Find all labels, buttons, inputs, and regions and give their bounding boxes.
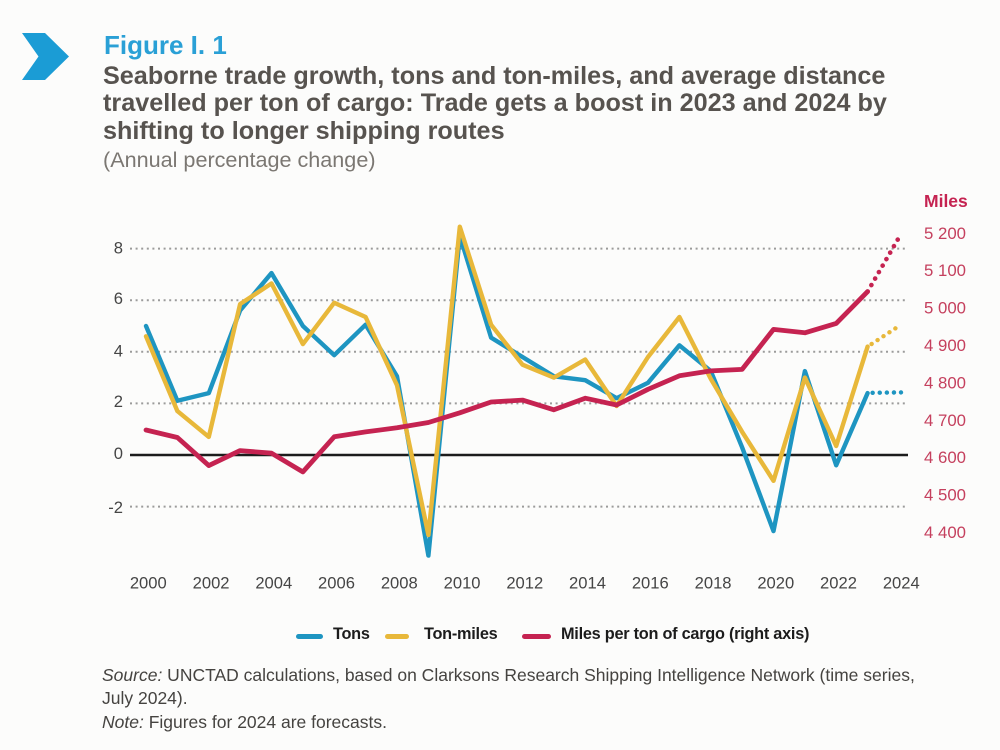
svg-text:4 800: 4 800 <box>924 373 966 392</box>
svg-text:2022: 2022 <box>820 574 857 593</box>
svg-text:2000: 2000 <box>130 574 167 593</box>
svg-text:2: 2 <box>114 392 123 411</box>
svg-text:4 400: 4 400 <box>924 523 966 542</box>
svg-text:4 700: 4 700 <box>924 411 966 430</box>
svg-text:2004: 2004 <box>255 574 292 593</box>
svg-text:4 600: 4 600 <box>924 448 966 467</box>
svg-text:2014: 2014 <box>569 574 606 593</box>
svg-text:6: 6 <box>114 289 123 308</box>
svg-text:2010: 2010 <box>444 574 481 593</box>
svg-text:2016: 2016 <box>632 574 669 593</box>
svg-text:2018: 2018 <box>695 574 732 593</box>
svg-text:2002: 2002 <box>193 574 230 593</box>
svg-text:2008: 2008 <box>381 574 418 593</box>
svg-text:Miles: Miles <box>924 191 968 211</box>
svg-text:4 500: 4 500 <box>924 486 966 505</box>
svg-text:2020: 2020 <box>757 574 794 593</box>
svg-text:4: 4 <box>114 341 123 360</box>
svg-text:5 100: 5 100 <box>924 261 966 280</box>
svg-text:0: 0 <box>114 444 123 463</box>
svg-text:2006: 2006 <box>318 574 355 593</box>
svg-text:8: 8 <box>114 239 123 258</box>
svg-text:2012: 2012 <box>506 574 543 593</box>
svg-text:4 900: 4 900 <box>924 336 966 355</box>
svg-text:5 000: 5 000 <box>924 299 966 318</box>
svg-text:2024: 2024 <box>883 574 920 593</box>
svg-text:5 200: 5 200 <box>924 224 966 243</box>
svg-text:-2: -2 <box>108 498 123 517</box>
